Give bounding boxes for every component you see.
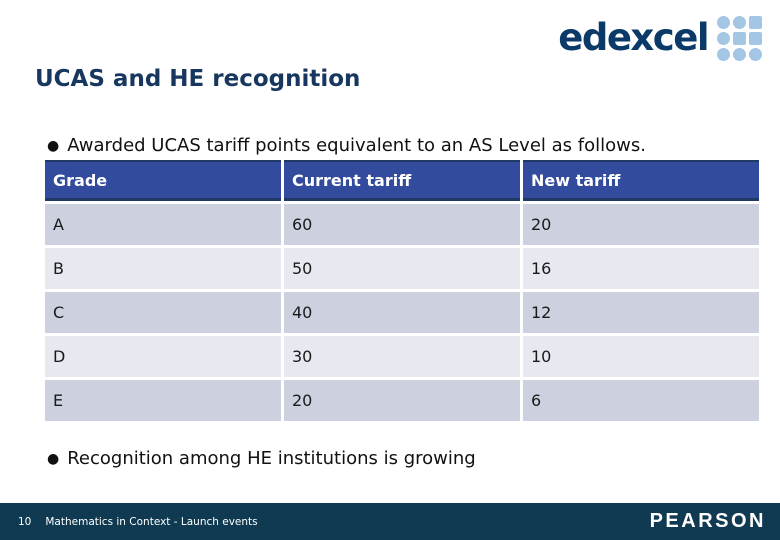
- footer-bar: 10 Mathematics in Context - Launch event…: [0, 503, 780, 540]
- table-cell: 16: [523, 248, 759, 289]
- table-row: B 50 16: [45, 248, 759, 289]
- table-cell: B: [45, 248, 281, 289]
- logo-dot: [749, 32, 762, 45]
- table-cell: 20: [523, 204, 759, 245]
- table-cell: A: [45, 204, 281, 245]
- table-cell: 60: [284, 204, 520, 245]
- logo-dot: [733, 48, 746, 61]
- table-cell: C: [45, 292, 281, 333]
- table-header-row: Grade Current tariff New tariff: [45, 160, 759, 201]
- bullet-text: Recognition among HE institutions is gro…: [67, 448, 476, 469]
- table-row: D 30 10: [45, 336, 759, 377]
- table-row: A 60 20: [45, 204, 759, 245]
- pearson-logo: PEARSON: [649, 510, 766, 532]
- logo-dot: [717, 32, 730, 45]
- column-header-new-tariff: New tariff: [523, 160, 759, 201]
- page-number: 10: [18, 515, 32, 528]
- table-cell: 40: [284, 292, 520, 333]
- page-title: UCAS and HE recognition: [35, 66, 361, 92]
- table-cell: 20: [284, 380, 520, 421]
- logo-dot: [733, 32, 746, 45]
- column-header-current-tariff: Current tariff: [284, 160, 520, 201]
- table-cell: 50: [284, 248, 520, 289]
- bullet-item-recognition: ● Recognition among HE institutions is g…: [47, 448, 476, 470]
- table-cell: 30: [284, 336, 520, 377]
- logo-dot: [717, 16, 730, 29]
- logo-dot: [749, 16, 762, 29]
- bullet-text: Awarded UCAS tariff points equivalent to…: [67, 135, 646, 156]
- table-body: A 60 20 B 50 16 C 40 12 D 30 10 E 20 6: [45, 204, 759, 421]
- footer-text: Mathematics in Context - Launch events: [45, 515, 258, 528]
- logo-dot: [749, 48, 762, 61]
- logo-dot: [717, 48, 730, 61]
- bullet-icon: ●: [47, 138, 60, 154]
- table-cell: D: [45, 336, 281, 377]
- table-row: C 40 12: [45, 292, 759, 333]
- bullet-icon: ●: [47, 451, 60, 467]
- table-cell: 12: [523, 292, 759, 333]
- bullet-item-tariff: ● Awarded UCAS tariff points equivalent …: [47, 135, 646, 157]
- table-cell: 10: [523, 336, 759, 377]
- edexcel-logo: edexcel: [558, 16, 762, 61]
- column-header-grade: Grade: [45, 160, 281, 201]
- edexcel-wordmark: edexcel: [558, 16, 709, 59]
- logo-dot: [733, 16, 746, 29]
- table-cell: 6: [523, 380, 759, 421]
- table-cell: E: [45, 380, 281, 421]
- table-row: E 20 6: [45, 380, 759, 421]
- tariff-table: Grade Current tariff New tariff A 60 20 B 50…: [42, 157, 762, 424]
- edexcel-dot-grid-icon: [717, 16, 762, 61]
